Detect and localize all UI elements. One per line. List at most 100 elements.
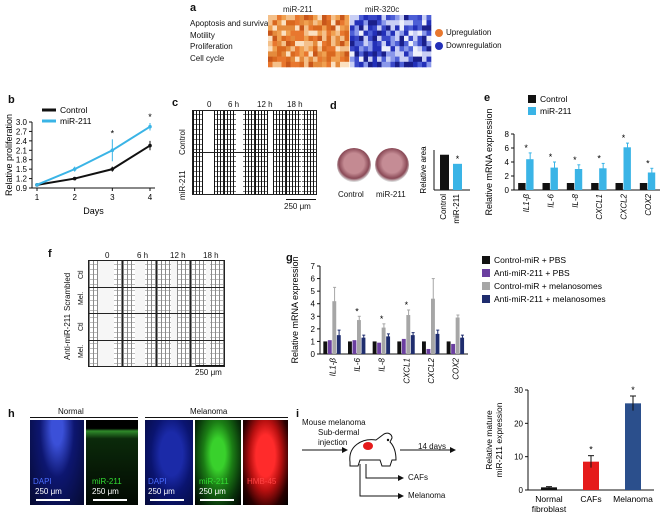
heatmap-cell (268, 20, 273, 26)
heatmap-cell (395, 56, 400, 63)
heatmap-cell (350, 41, 355, 47)
legend-label: Anti-miR-211 + PBS (494, 268, 570, 278)
y-tick-label: 2.4 (16, 137, 28, 146)
data-point (72, 167, 77, 171)
scratch-gap (268, 111, 273, 152)
heatmap-cell (286, 30, 291, 37)
x-tick-label: 4 (148, 193, 153, 202)
heatmap-cell (372, 41, 378, 47)
heatmap-cell (313, 20, 318, 26)
x-tick-label: IL-6 (547, 193, 556, 207)
heatmap-cell (404, 15, 409, 21)
heatmap-cell (399, 51, 405, 57)
heatmap-cell (395, 20, 400, 26)
heatmap-cell (335, 35, 341, 42)
heatmap-cell (331, 61, 336, 68)
heatmap-cell (308, 30, 314, 37)
heatmap-cell (272, 20, 278, 26)
y-tick-label: 4 (311, 300, 316, 309)
heatmap-cell (268, 46, 273, 52)
heatmap-cell (304, 15, 309, 21)
data-point (110, 148, 115, 153)
heatmap-cell (395, 61, 400, 68)
heatmap-cell (386, 51, 391, 57)
heatmap-cell (335, 41, 341, 47)
heatmap-cell (350, 51, 355, 57)
heatmap-cell (368, 25, 373, 31)
scratch-image (192, 110, 224, 153)
bar (352, 340, 357, 354)
heatmap-cell (408, 41, 414, 47)
heatmap-cell (404, 41, 409, 47)
heatmap-cell (377, 46, 382, 52)
y-tick-label: 4 (505, 158, 510, 167)
significance-star: * (597, 153, 601, 163)
scale-label: 250 μm (199, 487, 226, 496)
heatmap-cell (377, 35, 382, 42)
significance-star: * (111, 128, 115, 138)
c-row-control: Control (178, 129, 187, 155)
legend-swatch (528, 95, 536, 103)
heatmap-cell (426, 41, 432, 47)
f-row-mel-1: Mel. (78, 291, 85, 305)
heatmap-cell (368, 46, 373, 52)
bar (460, 337, 465, 354)
heatmap-cell (372, 51, 378, 57)
bar (455, 317, 460, 354)
x-tick-label: Normal (535, 494, 563, 504)
heatmap-cell (354, 46, 360, 52)
heatmap-cell (399, 15, 405, 21)
series-line (36, 125, 151, 186)
heatmap-cell (350, 35, 355, 42)
heatmap-cell (381, 15, 387, 21)
heatmap-cell (313, 61, 318, 68)
panel-label-h: h (8, 408, 15, 420)
heatmap-cell (299, 35, 305, 42)
heatmap-cell (322, 25, 327, 31)
x-tick-label: fibroblast (532, 504, 567, 514)
data-point (72, 176, 77, 181)
x-tick-label: miR-211 (452, 193, 461, 223)
heatmap-row-label: Proliferation (190, 42, 233, 51)
heatmap-cell (422, 46, 427, 52)
heatmap-cell (313, 30, 318, 37)
heatmap-cell (395, 15, 400, 21)
heatmap-cell (350, 46, 355, 52)
heatmap-cell (363, 20, 369, 26)
scratch-gap (203, 111, 214, 152)
heatmap-cell (322, 46, 327, 52)
heatmap-cell (272, 35, 278, 42)
heatmap-cell (359, 30, 364, 37)
heatmap-cell (417, 15, 423, 21)
bar (410, 335, 415, 354)
heatmap-cell (377, 25, 382, 31)
f-group-anti: Anti-miR-211 (63, 313, 72, 360)
heatmap-cell (377, 15, 382, 21)
heatmap-cell (290, 35, 296, 42)
micrograph-normal-mir211: miR-211 250 μm (86, 420, 138, 505)
heatmap-cell (290, 51, 296, 57)
scratch-image (88, 260, 123, 288)
heatmap-cell (335, 46, 341, 52)
scratch-gap (170, 261, 178, 287)
heatmap-cell (399, 46, 405, 52)
heatmap-cell (313, 41, 318, 47)
heatmap-cell (422, 30, 427, 37)
legend-label: Anti-miR-211 + melanosomes (494, 294, 606, 304)
heatmap-cell (381, 56, 387, 63)
heatmap-cell (363, 41, 369, 47)
heatmap-cell (277, 15, 282, 21)
heatmap-cell (381, 25, 387, 31)
heatmap-cell (286, 61, 291, 68)
heatmap-cell (268, 35, 273, 42)
heatmap-cell (308, 41, 314, 47)
scratch-image (192, 152, 224, 195)
x-tick-label: COX2 (452, 357, 461, 379)
scale-bar (286, 199, 316, 200)
bar (357, 320, 361, 354)
heatmap-cell (322, 20, 327, 26)
bar (518, 183, 526, 190)
heatmap-cell (299, 30, 305, 37)
scratch-gap (268, 153, 273, 194)
scratch-gap (134, 261, 146, 287)
